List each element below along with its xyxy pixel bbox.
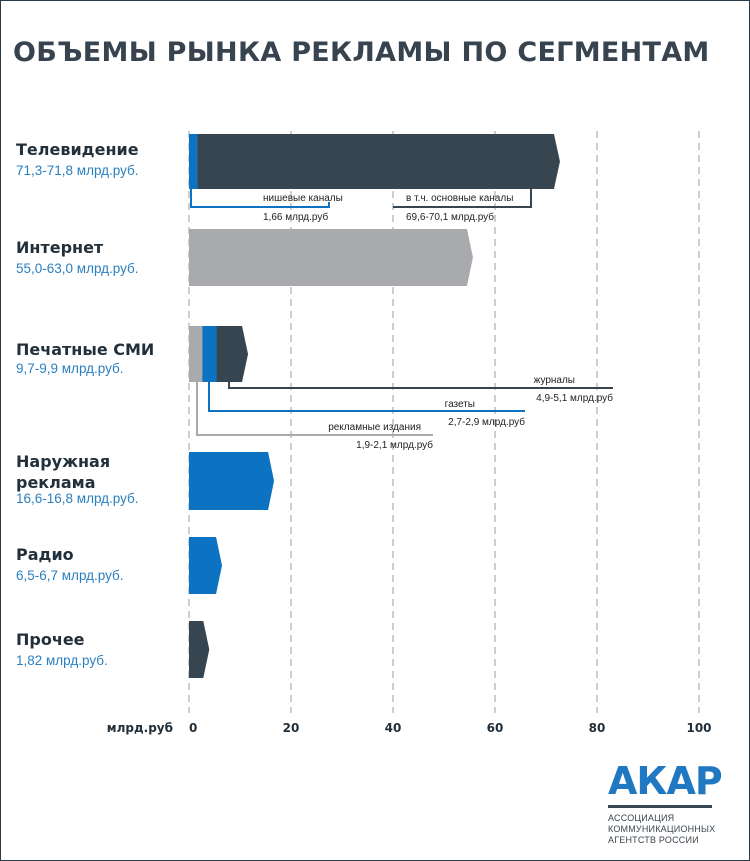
logo-underline	[608, 805, 712, 808]
annotation-label: журналы	[534, 375, 575, 386]
category-range: 16,6-16,8 млрд.руб.	[16, 491, 139, 506]
logo-wordmark: АКАР	[608, 759, 723, 803]
category-name: Телевидение	[16, 140, 139, 159]
bar-segment	[189, 134, 198, 189]
akar-logo: АКАР АССОЦИАЦИЯ КОММУНИКАЦИОННЫХ АГЕНТСТ…	[608, 759, 723, 846]
bar-segment	[189, 621, 210, 678]
x-tick-label: 40	[385, 721, 402, 735]
category-name: Печатные СМИ	[16, 340, 154, 359]
category-name: Радио	[16, 545, 74, 564]
x-tick-label: 0	[189, 721, 197, 735]
x-tick-label: 100	[686, 721, 711, 735]
x-tick-label: 80	[589, 721, 606, 735]
annotation-value: 1,9-2,1 млрд.руб	[356, 439, 433, 451]
x-tick-label: 60	[487, 721, 504, 735]
leader-line	[393, 189, 532, 208]
category-range: 6,5-6,7 млрд.руб.	[16, 568, 124, 583]
leader-line	[208, 382, 525, 412]
annotation-label: в т.ч. основные каналы	[406, 193, 513, 204]
category-name: реклама	[16, 473, 96, 492]
logo-line-2: КОММУНИКАЦИОННЫХ	[608, 824, 716, 834]
bar-segment	[202, 326, 217, 382]
bar-segment	[189, 326, 203, 382]
annotation-value: 4,9-5,1 млрд.руб	[536, 392, 613, 404]
chart-title: ОБЪЕМЫ РЫНКА РЕКЛАМЫ ПО СЕГМЕНТАМ	[13, 37, 710, 68]
bar-segment	[189, 229, 473, 286]
annotation-label: газеты	[445, 399, 475, 410]
category-range: 9,7-9,9 млрд.руб.	[16, 361, 124, 376]
category-range: 55,0-63,0 млрд.руб.	[16, 261, 139, 276]
x-tick-label: 20	[283, 721, 300, 735]
leader-line	[190, 189, 330, 208]
category-name: Интернет	[16, 238, 104, 257]
category-name: Наружная	[16, 452, 110, 471]
annotation-label: рекламные издания	[328, 422, 421, 433]
x-axis-label: млрд.руб	[107, 721, 173, 735]
bar-segment	[216, 326, 249, 382]
logo-line-1: АССОЦИАЦИЯ	[608, 813, 675, 823]
bar-segment	[189, 452, 275, 510]
leader-line	[196, 382, 433, 436]
annotation-value: 69,6-70,1 млрд.руб	[406, 211, 494, 223]
bar-segment	[189, 537, 223, 594]
annotation-value: 2,7-2,9 млрд.руб	[448, 416, 525, 428]
annotation-label: нишевые каналы	[263, 193, 343, 204]
category-range: 71,3-71,8 млрд.руб.	[16, 163, 139, 178]
leader-line	[228, 382, 613, 389]
annotation-value: 1,66 млрд.руб	[263, 211, 328, 223]
logo-line-3: АГЕНТСТВ РОССИИ	[608, 835, 699, 845]
category-range: 1,82 млрд.руб.	[16, 653, 108, 668]
bar-segment	[197, 134, 560, 189]
category-name: Прочее	[16, 630, 85, 649]
